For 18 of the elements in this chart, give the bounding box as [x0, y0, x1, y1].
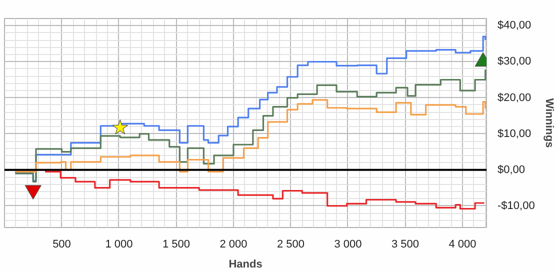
y-tick-label: -$10,00 — [498, 200, 535, 212]
x-tick-label: 500 — [52, 238, 71, 250]
y-tick-label: $20,00 — [498, 92, 532, 104]
x-tick-label: 2 500 — [276, 238, 304, 250]
point — [24, 185, 42, 200]
x-tick-label: 1 000 — [105, 238, 133, 250]
x-tick-label: 4 000 — [448, 238, 476, 250]
y-axis-title: Winnings — [542, 98, 555, 148]
x-tick-label: 2 000 — [220, 238, 248, 250]
x-tick-label: 1 500 — [162, 238, 190, 250]
y-tick-label: $40,00 — [498, 20, 532, 32]
y-tick-label: $10,00 — [498, 128, 532, 140]
x-tick-label: 3 500 — [391, 238, 419, 250]
x-axis-title: Hands — [228, 258, 262, 270]
y-tick-label: $0,00 — [498, 164, 526, 176]
x-tick-label: 3 000 — [334, 238, 362, 250]
y-tick-label: $30,00 — [498, 56, 532, 68]
point — [112, 119, 128, 134]
